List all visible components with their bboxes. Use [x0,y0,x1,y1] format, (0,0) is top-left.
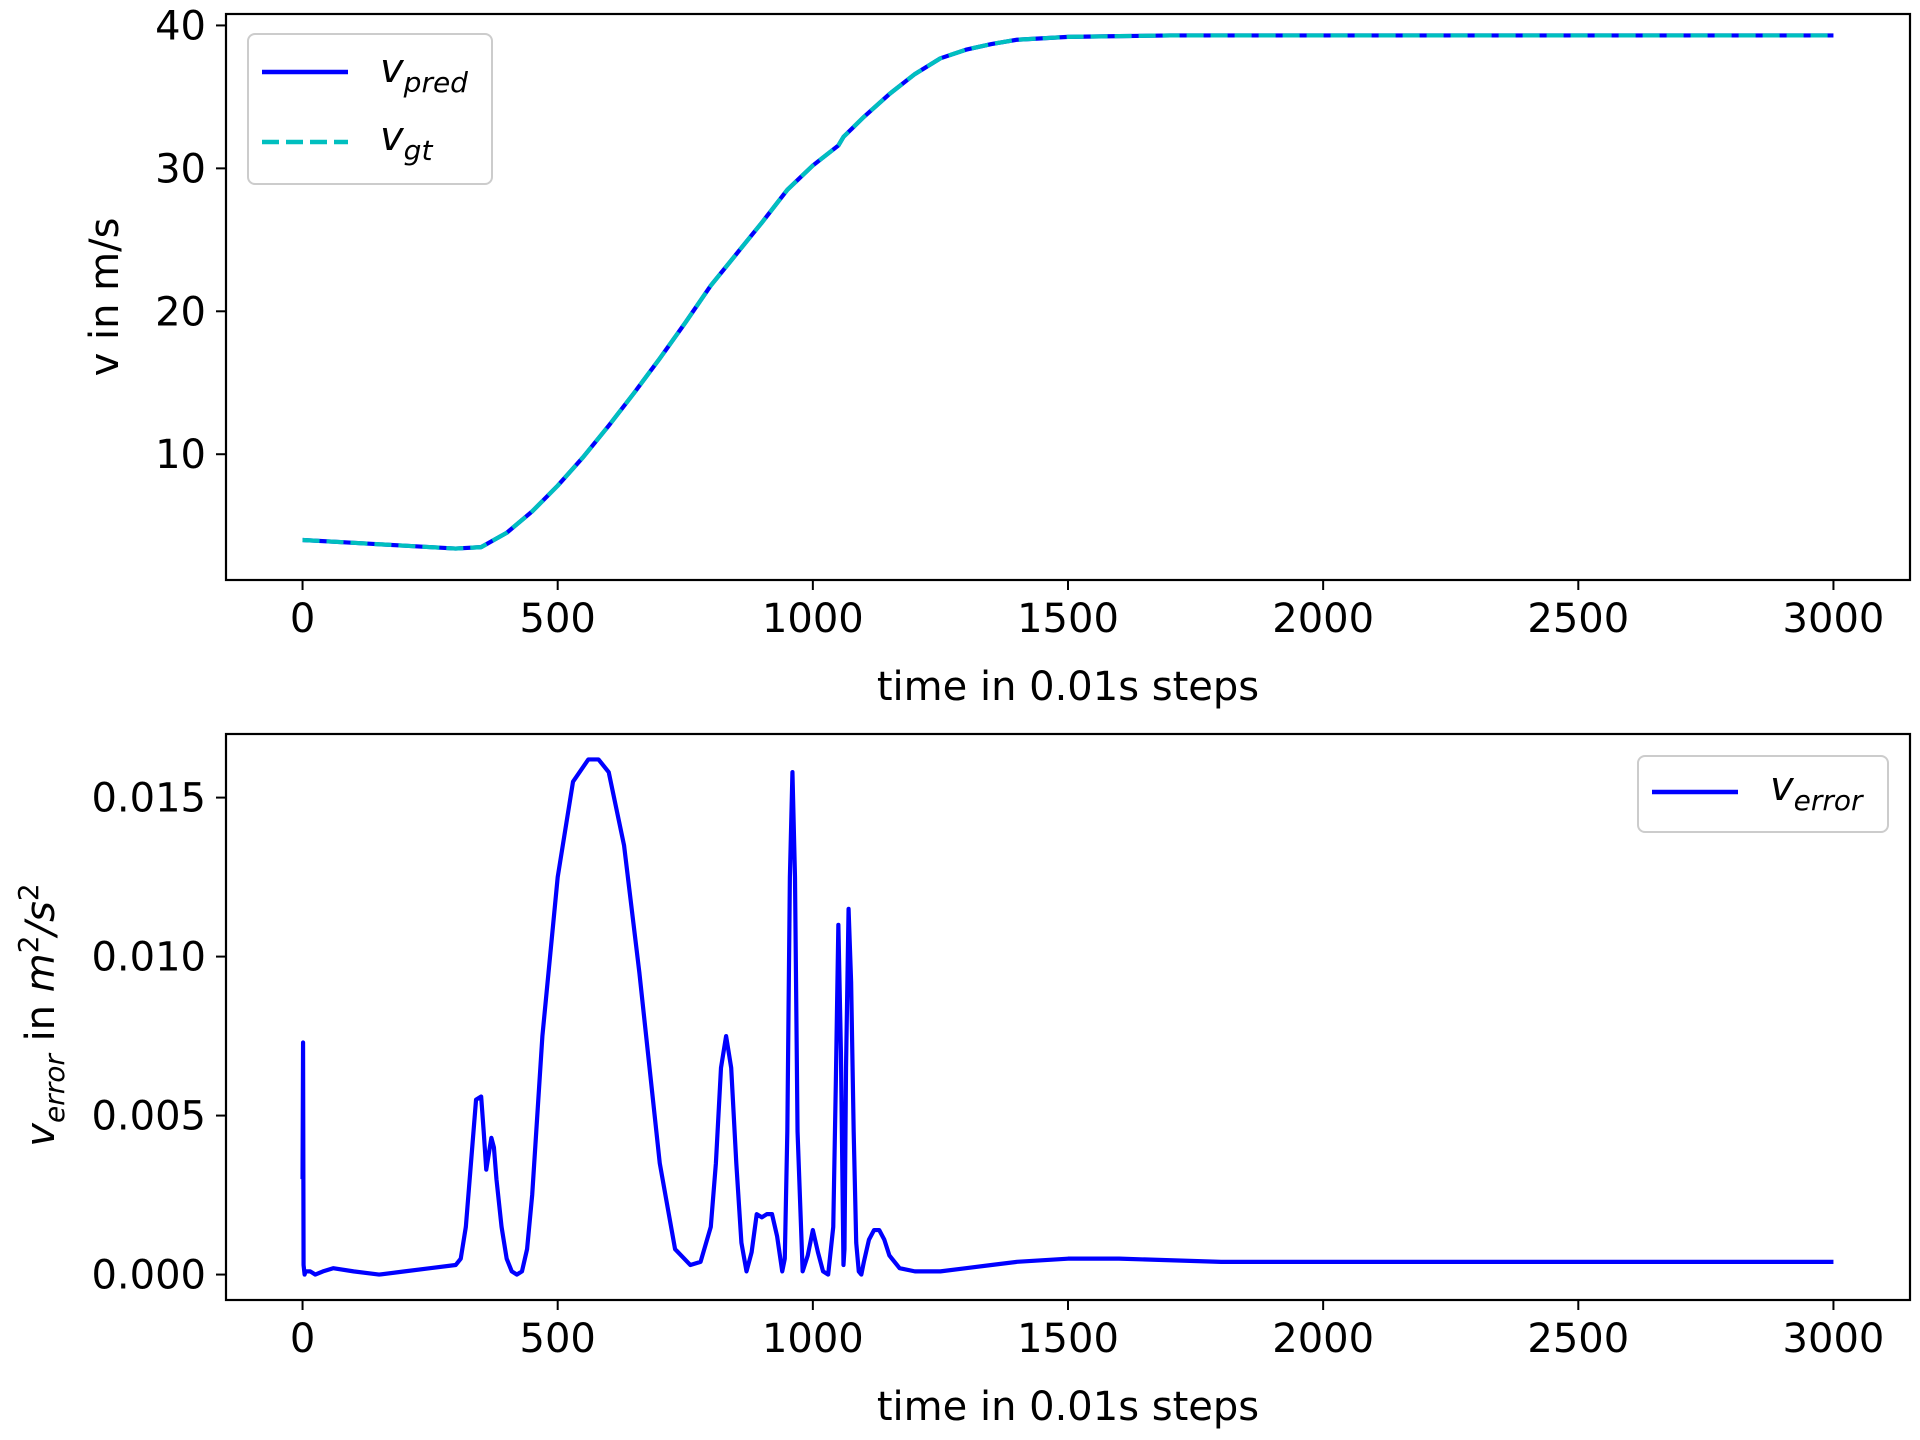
error-x-tick-label: 500 [520,1316,596,1362]
error-y-tick-label: 0.000 [91,1253,206,1299]
velocity-legend: vpred vgt [248,34,492,184]
velocity-x-tick-label: 3000 [1783,596,1885,642]
error-y-tick-label: 0.015 [91,776,206,822]
velocity-x-tick-label: 2000 [1272,596,1374,642]
velocity-y-tick-label: 10 [155,432,206,478]
error-x-tick-label: 2000 [1272,1316,1374,1362]
error-x-tick-label: 3000 [1783,1316,1885,1362]
velocity-x-tick-label: 500 [520,596,596,642]
error-legend: verror [1638,756,1888,832]
error-x-tick-label: 2500 [1527,1316,1629,1362]
error-x-tick-label: 1500 [1017,1316,1119,1362]
error-x-axis-label: time in 0.01s steps [877,1384,1259,1430]
error-y-tick-label: 0.010 [91,935,206,981]
velocity-x-tick-label: 1000 [762,596,864,642]
velocity-y-tick-label: 30 [155,146,206,192]
velocity-y-axis-label: v in m/s [82,218,128,377]
error-y-tick-label: 0.005 [91,1094,206,1140]
velocity-y-tick-label: 20 [155,289,206,335]
velocity-y-tick-label: 40 [155,3,206,49]
velocity-x-tick-label: 1500 [1017,596,1119,642]
velocity-legend-box [248,34,492,184]
error-x-tick-label: 1000 [762,1316,864,1362]
velocity-x-tick-label: 0 [290,596,315,642]
error-x-tick-label: 0 [290,1316,315,1362]
velocity-x-tick-label: 2500 [1527,596,1629,642]
velocity-x-axis-label: time in 0.01s steps [877,664,1259,710]
